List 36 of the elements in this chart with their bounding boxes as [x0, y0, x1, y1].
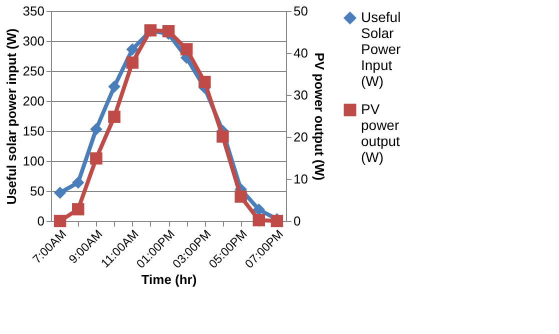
x-axis-title: Time (hr) — [141, 272, 197, 288]
point — [234, 190, 247, 203]
y-axis-title: Useful solar power input (W) — [4, 28, 19, 205]
y-tick-label: 100 — [22, 154, 44, 168]
point — [90, 152, 102, 165]
point — [180, 43, 193, 56]
y-tick-label: 150 — [22, 124, 44, 138]
point — [162, 25, 175, 38]
point — [108, 80, 120, 93]
point — [72, 176, 84, 189]
point — [108, 110, 120, 123]
point — [126, 43, 138, 56]
y2-tick-label: 0 — [294, 214, 301, 228]
point — [126, 56, 138, 69]
y2-tick-label: 10 — [294, 172, 308, 186]
point — [72, 203, 84, 216]
y-tick-label: 350 — [22, 4, 44, 18]
y-tick-label: 50 — [30, 184, 44, 198]
point — [54, 214, 66, 228]
legend-label: Useful Solar Power Input (W) — [361, 9, 402, 89]
y-tick-label: 300 — [22, 34, 44, 48]
legend-label: PV power output (W) — [361, 101, 400, 165]
point — [90, 123, 102, 136]
point — [252, 214, 266, 226]
y-tick-label: 250 — [22, 64, 44, 78]
y-tick-label: 0 — [37, 214, 44, 228]
y2-tick-label: 20 — [294, 130, 308, 144]
point — [252, 203, 266, 216]
y2-tick-label: 30 — [294, 88, 308, 102]
y2-tick-label: 40 — [294, 46, 308, 60]
y2-tick-label: 50 — [294, 4, 308, 18]
point — [216, 130, 229, 143]
point — [198, 76, 211, 88]
y2-axis-title: PV power output (W) — [312, 52, 327, 180]
point — [54, 186, 66, 199]
y-tick-label: 200 — [22, 94, 44, 108]
